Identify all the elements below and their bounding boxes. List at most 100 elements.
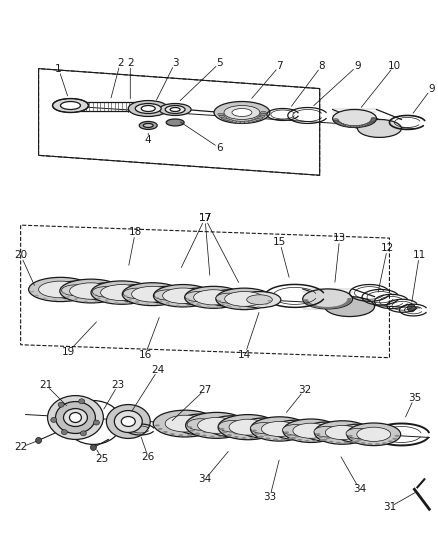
Ellipse shape — [155, 424, 160, 426]
Ellipse shape — [392, 438, 397, 440]
Ellipse shape — [302, 430, 307, 432]
Ellipse shape — [176, 305, 180, 306]
Ellipse shape — [48, 395, 103, 439]
Ellipse shape — [135, 103, 161, 114]
Ellipse shape — [235, 121, 241, 123]
Ellipse shape — [344, 303, 349, 305]
Text: 4: 4 — [145, 135, 152, 146]
Ellipse shape — [81, 431, 86, 436]
Ellipse shape — [79, 399, 85, 404]
Ellipse shape — [339, 123, 344, 125]
Ellipse shape — [177, 295, 181, 297]
Ellipse shape — [155, 297, 159, 298]
Ellipse shape — [90, 445, 96, 450]
Text: 33: 33 — [263, 492, 276, 502]
Ellipse shape — [61, 430, 67, 434]
Ellipse shape — [364, 433, 369, 435]
Text: 6: 6 — [217, 143, 223, 154]
Ellipse shape — [195, 433, 200, 435]
Ellipse shape — [186, 305, 190, 306]
Ellipse shape — [251, 417, 308, 441]
Ellipse shape — [232, 109, 252, 117]
Ellipse shape — [342, 304, 347, 306]
Ellipse shape — [170, 433, 175, 435]
Ellipse shape — [35, 438, 42, 443]
Ellipse shape — [304, 299, 308, 301]
Ellipse shape — [343, 125, 349, 126]
Ellipse shape — [128, 101, 168, 117]
Ellipse shape — [207, 290, 251, 306]
Ellipse shape — [312, 440, 317, 442]
Ellipse shape — [124, 295, 128, 297]
Ellipse shape — [166, 418, 174, 426]
Ellipse shape — [219, 421, 246, 432]
Text: 18: 18 — [129, 227, 142, 237]
Ellipse shape — [319, 439, 325, 441]
Ellipse shape — [256, 306, 260, 308]
Ellipse shape — [143, 297, 147, 299]
Ellipse shape — [354, 440, 360, 442]
Ellipse shape — [113, 296, 117, 298]
Ellipse shape — [322, 307, 327, 309]
Ellipse shape — [154, 290, 181, 300]
Ellipse shape — [346, 429, 370, 439]
Ellipse shape — [252, 430, 257, 432]
Ellipse shape — [207, 297, 211, 298]
Text: 2: 2 — [127, 58, 134, 68]
Ellipse shape — [304, 440, 310, 442]
Ellipse shape — [284, 431, 289, 433]
Ellipse shape — [70, 283, 113, 299]
Ellipse shape — [272, 420, 318, 440]
Text: 17: 17 — [198, 213, 212, 223]
Ellipse shape — [293, 423, 329, 438]
Ellipse shape — [31, 283, 41, 293]
Ellipse shape — [217, 300, 221, 302]
Ellipse shape — [125, 302, 129, 304]
Ellipse shape — [273, 439, 278, 440]
Ellipse shape — [350, 438, 355, 440]
Ellipse shape — [365, 123, 371, 125]
Ellipse shape — [254, 118, 260, 120]
Ellipse shape — [58, 402, 64, 407]
Ellipse shape — [238, 430, 243, 432]
Ellipse shape — [173, 299, 177, 301]
Text: 3: 3 — [172, 58, 178, 68]
Ellipse shape — [82, 295, 86, 296]
Ellipse shape — [295, 435, 300, 438]
Ellipse shape — [281, 439, 286, 440]
Ellipse shape — [186, 413, 247, 438]
Ellipse shape — [74, 299, 78, 301]
Ellipse shape — [337, 122, 342, 124]
Ellipse shape — [53, 99, 88, 112]
Ellipse shape — [87, 291, 91, 293]
Ellipse shape — [357, 427, 391, 441]
Ellipse shape — [326, 437, 331, 439]
Ellipse shape — [165, 106, 185, 114]
Ellipse shape — [254, 433, 259, 435]
Ellipse shape — [261, 111, 266, 114]
Ellipse shape — [286, 434, 291, 437]
Ellipse shape — [185, 292, 212, 302]
Ellipse shape — [328, 307, 333, 309]
Ellipse shape — [339, 305, 345, 306]
Ellipse shape — [217, 306, 221, 308]
Ellipse shape — [122, 282, 183, 305]
Ellipse shape — [314, 426, 339, 437]
Text: 5: 5 — [217, 58, 223, 68]
Text: 32: 32 — [298, 385, 311, 394]
Ellipse shape — [162, 288, 203, 303]
Ellipse shape — [237, 298, 241, 300]
Text: 17: 17 — [198, 213, 212, 223]
Ellipse shape — [344, 442, 349, 443]
Ellipse shape — [187, 434, 192, 436]
Ellipse shape — [84, 301, 88, 302]
Ellipse shape — [166, 303, 170, 305]
Text: 14: 14 — [238, 350, 251, 360]
Ellipse shape — [229, 419, 267, 435]
Ellipse shape — [163, 431, 168, 433]
Ellipse shape — [351, 441, 356, 443]
Ellipse shape — [60, 279, 123, 303]
Ellipse shape — [117, 292, 121, 294]
Ellipse shape — [92, 287, 120, 297]
Ellipse shape — [335, 121, 340, 123]
